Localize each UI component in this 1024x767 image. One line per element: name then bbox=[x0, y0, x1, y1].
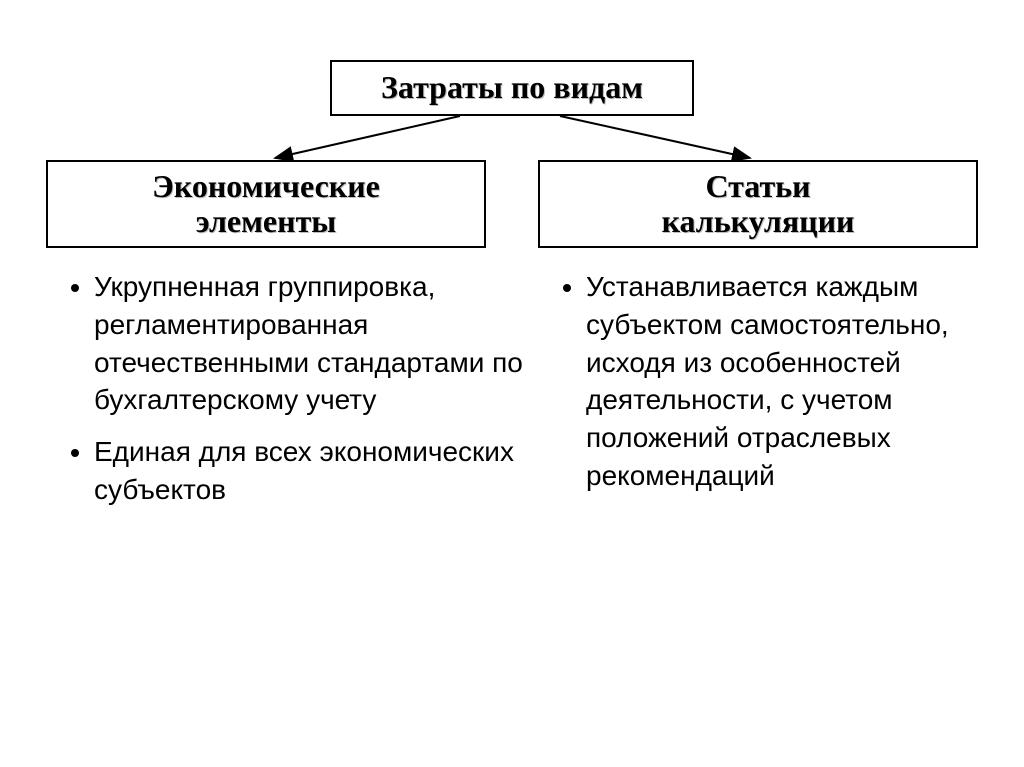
child-node-cost-items: Статьи калькуляции bbox=[538, 160, 978, 248]
child-node-economic-elements: Экономические элементы bbox=[46, 160, 486, 248]
list-item: Устанавливается каждым субъектом самосто… bbox=[586, 268, 1024, 495]
label-line-1: Статьи bbox=[705, 168, 810, 204]
root-node: Затраты по видам bbox=[330, 60, 694, 116]
list-item: Укрупненная группировка, регламентирован… bbox=[94, 268, 524, 419]
label-line-2: калькуляции bbox=[662, 203, 855, 239]
label-line-1: Экономические bbox=[152, 168, 380, 204]
root-node-label: Затраты по видам bbox=[381, 70, 643, 105]
cost-items-bullets: Устанавливается каждым субъектом самосто… bbox=[538, 268, 1024, 509]
child-node-economic-elements-label: Экономические элементы bbox=[152, 169, 380, 239]
diagram-canvas: Затраты по видам Экономические элементы … bbox=[0, 0, 1024, 767]
edge-root-to-left bbox=[275, 116, 460, 158]
child-node-cost-items-label: Статьи калькуляции bbox=[662, 169, 855, 239]
label-line-2: элементы bbox=[196, 203, 337, 239]
list-item: Единая для всех экономических субъектов bbox=[94, 433, 524, 509]
economic-elements-bullets: Укрупненная группировка, регламентирован… bbox=[46, 268, 524, 523]
edge-root-to-right bbox=[560, 116, 750, 158]
